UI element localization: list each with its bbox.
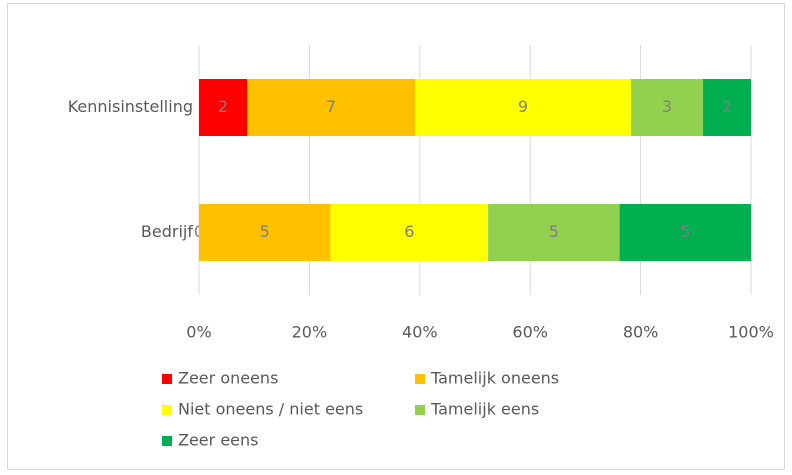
y-tick-label: Kennisinstelling — [68, 97, 193, 116]
data-label: 2 — [722, 97, 732, 116]
y-tick-label: Bedrijf — [141, 222, 193, 241]
x-tick-label: 60% — [512, 323, 548, 342]
bar-segment — [247, 79, 415, 136]
legend-label: Zeer eens — [178, 431, 258, 450]
legend-swatch — [415, 374, 425, 384]
bar-segment — [415, 79, 631, 136]
legend-swatch — [162, 436, 172, 446]
x-tick-label: 100% — [728, 323, 774, 342]
bar-segment — [703, 79, 751, 136]
legend-swatch — [162, 405, 172, 415]
bar-segment — [619, 204, 751, 261]
bar-segment — [199, 204, 331, 261]
legend-label: Tamelijk eens — [430, 400, 539, 419]
data-label: 2 — [218, 97, 228, 116]
bar-segment — [199, 79, 247, 136]
x-tick-label: 40% — [402, 323, 438, 342]
bar-segment — [330, 204, 489, 261]
data-label: 5 — [680, 222, 690, 241]
legend-swatch — [415, 405, 425, 415]
x-tick-label: 80% — [623, 323, 659, 342]
x-tick-label: 0% — [186, 323, 211, 342]
bar-segment — [488, 204, 620, 261]
data-label: 5 — [260, 222, 270, 241]
legend-label: Niet oneens / niet eens — [178, 400, 363, 419]
data-label: 5 — [549, 222, 559, 241]
x-tick-label: 20% — [292, 323, 328, 342]
bar-segment — [631, 79, 703, 136]
data-label: 3 — [662, 97, 672, 116]
legend-swatch — [162, 374, 172, 384]
data-label: 7 — [326, 97, 336, 116]
data-label: 9 — [518, 97, 528, 116]
legend-label: Tamelijk oneens — [430, 369, 559, 388]
legend-label: Zeer oneens — [178, 369, 278, 388]
data-label: 6 — [404, 222, 414, 241]
